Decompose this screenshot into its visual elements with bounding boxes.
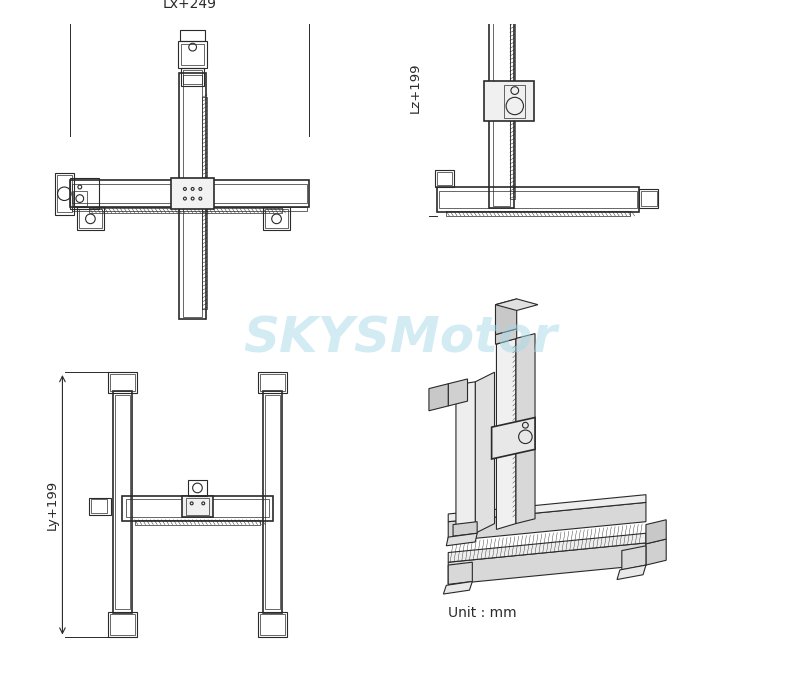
Bar — [72, 208, 307, 211]
Polygon shape — [475, 372, 494, 533]
Text: Lz+199: Lz+199 — [409, 62, 422, 113]
Bar — [504, 84, 526, 118]
Text: SKYSMotor: SKYSMotor — [243, 314, 557, 362]
Bar — [639, 189, 658, 208]
Polygon shape — [448, 562, 472, 584]
Text: Lx+249: Lx+249 — [162, 0, 217, 11]
Bar — [446, 211, 630, 216]
Bar — [178, 41, 207, 68]
Bar — [113, 391, 132, 613]
Bar — [260, 374, 286, 391]
Text: Unit : mm: Unit : mm — [448, 606, 517, 621]
Bar — [202, 97, 207, 310]
Bar — [490, 0, 512, 9]
Bar — [70, 178, 99, 209]
Bar — [493, 7, 510, 206]
Polygon shape — [646, 520, 666, 544]
Polygon shape — [448, 495, 646, 522]
Bar — [54, 172, 74, 215]
Polygon shape — [495, 329, 517, 344]
Bar — [180, 30, 205, 41]
Polygon shape — [497, 339, 516, 529]
Bar — [90, 498, 110, 515]
Polygon shape — [495, 299, 517, 335]
Polygon shape — [429, 384, 448, 411]
Bar — [510, 20, 514, 199]
Bar — [183, 75, 202, 317]
Bar — [641, 191, 657, 206]
Polygon shape — [495, 299, 538, 310]
Bar — [110, 374, 134, 391]
Bar — [91, 500, 106, 513]
Polygon shape — [516, 334, 535, 524]
Bar — [171, 178, 214, 209]
Bar — [108, 612, 137, 637]
Bar — [73, 191, 86, 206]
Bar — [114, 395, 130, 610]
Polygon shape — [492, 418, 535, 459]
Polygon shape — [617, 565, 646, 579]
Bar — [90, 208, 282, 213]
Polygon shape — [446, 533, 477, 546]
Bar — [438, 191, 638, 208]
Bar — [260, 614, 286, 635]
Bar — [181, 68, 204, 86]
Bar — [434, 170, 454, 187]
Polygon shape — [448, 502, 646, 541]
Bar — [437, 172, 452, 185]
Bar — [134, 520, 260, 525]
Bar — [57, 176, 72, 212]
Bar — [484, 81, 534, 122]
Bar — [489, 5, 514, 208]
Bar — [265, 395, 281, 610]
Bar — [181, 44, 204, 66]
Polygon shape — [443, 581, 472, 594]
Bar — [79, 209, 102, 228]
Polygon shape — [456, 382, 475, 536]
Bar — [258, 372, 287, 393]
Bar — [108, 372, 137, 393]
Polygon shape — [448, 379, 467, 406]
Bar — [263, 391, 282, 613]
Polygon shape — [448, 543, 646, 584]
Bar — [72, 184, 307, 203]
Bar — [186, 498, 209, 515]
Bar — [188, 480, 207, 496]
Bar — [110, 614, 134, 635]
Text: Ly+199: Ly+199 — [46, 480, 58, 530]
Bar — [265, 209, 288, 228]
Polygon shape — [453, 522, 477, 536]
Bar — [258, 612, 287, 637]
Bar — [77, 208, 104, 231]
Polygon shape — [622, 546, 646, 570]
Polygon shape — [646, 539, 666, 565]
Bar — [126, 500, 269, 517]
Bar — [70, 180, 310, 208]
Bar — [183, 70, 202, 84]
Bar — [437, 187, 639, 212]
Bar — [182, 496, 213, 517]
Bar — [263, 208, 290, 231]
Bar — [179, 73, 206, 319]
Polygon shape — [448, 533, 646, 562]
Bar — [122, 496, 273, 521]
